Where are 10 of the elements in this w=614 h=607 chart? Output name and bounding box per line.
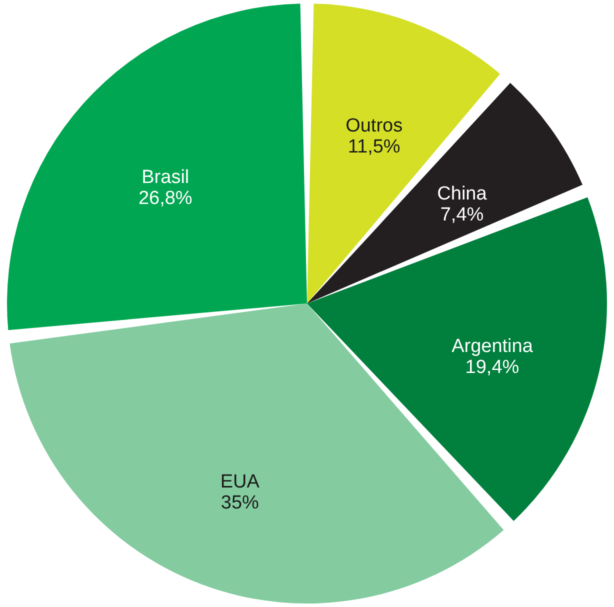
- data-label: 11,5%: [348, 136, 400, 158]
- data-label: 26,8%: [138, 188, 192, 209]
- data-label: 35%: [220, 492, 260, 514]
- slice-label: China: [437, 184, 488, 205]
- slice-label: Brasil: [142, 166, 190, 188]
- data-label: 7,4%: [440, 204, 484, 226]
- slice-label: EUA: [220, 471, 260, 492]
- slice-label: Argentina: [452, 336, 534, 357]
- slice-label: Outros: [346, 116, 403, 137]
- data-label: 19,4%: [465, 356, 520, 378]
